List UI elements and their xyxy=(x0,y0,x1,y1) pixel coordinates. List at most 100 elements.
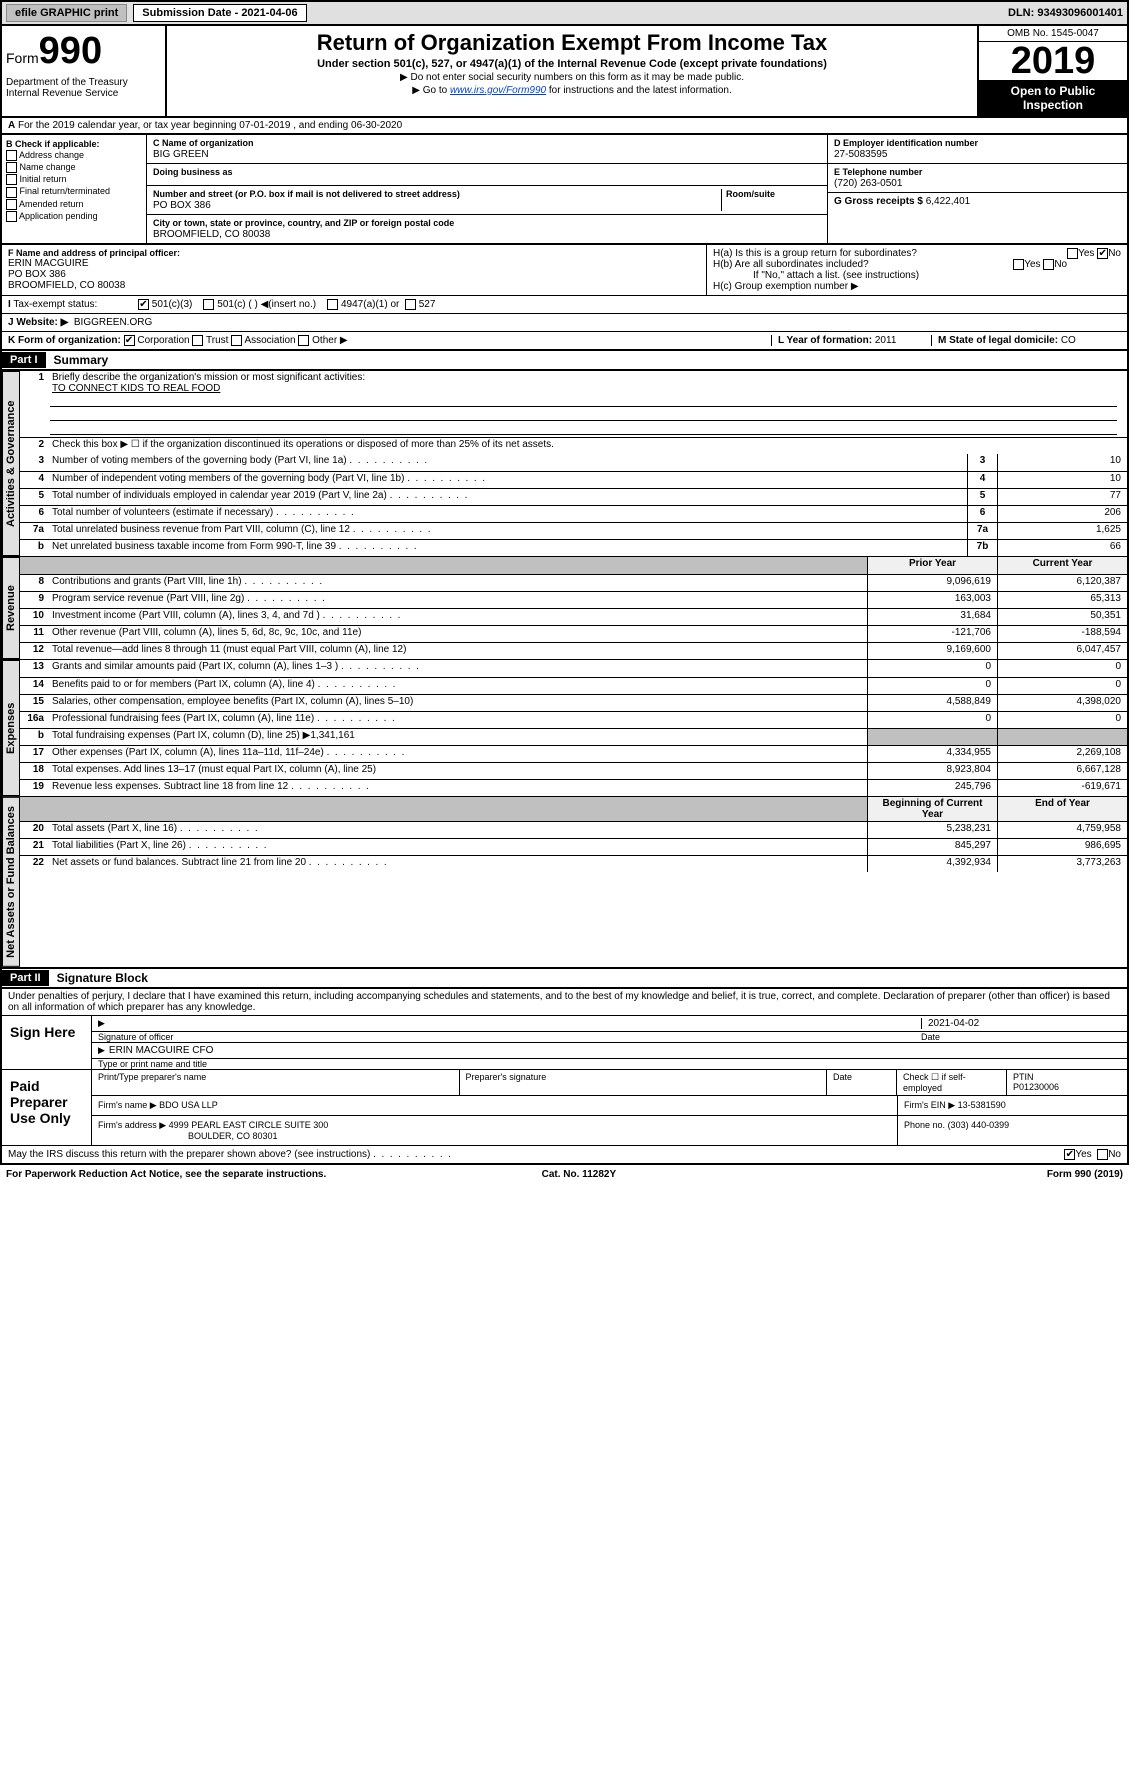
hc-label: H(c) Group exemption number ▶ xyxy=(713,281,1121,292)
l14-text: Benefits paid to or for members (Part IX… xyxy=(48,678,867,694)
chk-4947[interactable] xyxy=(327,299,338,310)
l18-prior: 8,923,804 xyxy=(867,763,997,779)
l4-val: 10 xyxy=(997,472,1127,488)
sig-date-label: Date xyxy=(921,1032,1121,1042)
chk-501c[interactable] xyxy=(203,299,214,310)
l1-label: Briefly describe the organization's miss… xyxy=(52,372,365,383)
l14-prior: 0 xyxy=(867,678,997,694)
chk-assoc[interactable] xyxy=(231,335,242,346)
discuss-yes[interactable] xyxy=(1064,1149,1075,1160)
phone-value: (720) 263-0501 xyxy=(834,178,902,189)
self-emp-label: Check ☐ if self-employed xyxy=(897,1070,1007,1095)
chk-527[interactable] xyxy=(405,299,416,310)
l7b-text: Net unrelated business taxable income fr… xyxy=(48,540,967,556)
part-i-header: Part I Summary xyxy=(0,351,1129,371)
part-ii-title: Signature Block xyxy=(49,969,156,987)
firm-phone-label: Phone no. xyxy=(904,1120,945,1130)
l16a-prior: 0 xyxy=(867,712,997,728)
city-state-zip: BROOMFIELD, CO 80038 xyxy=(153,229,270,240)
l9-text: Program service revenue (Part VIII, line… xyxy=(48,592,867,608)
subtitle-2: ▶ Do not enter social security numbers o… xyxy=(175,72,969,83)
dba-label: Doing business as xyxy=(153,167,233,177)
efile-print-button[interactable]: efile GRAPHIC print xyxy=(6,4,127,22)
l20-beg: 5,238,231 xyxy=(867,822,997,838)
entity-info-block: B Check if applicable: Address change Na… xyxy=(0,134,1129,245)
l10-prior: 31,684 xyxy=(867,609,997,625)
form-footer-label: Form 990 (2019) xyxy=(1047,1169,1123,1180)
l2-text: Check this box ▶ ☐ if the organization d… xyxy=(48,438,1127,454)
form-label: Form xyxy=(6,50,39,66)
street-address: PO BOX 386 xyxy=(153,200,211,211)
net-assets-section: Net Assets or Fund Balances Beginning of… xyxy=(0,797,1129,969)
part-ii-header: Part II Signature Block xyxy=(0,969,1129,989)
l13-text: Grants and similar amounts paid (Part IX… xyxy=(48,660,867,677)
hb-label: H(b) Are all subordinates included? xyxy=(713,259,869,270)
l4-text: Number of independent voting members of … xyxy=(48,472,967,488)
part-ii-badge: Part II xyxy=(2,970,49,986)
hdr-beg: Beginning of Current Year xyxy=(867,797,997,821)
gross-receipts-value: 6,422,401 xyxy=(926,196,971,207)
prep-sig-label: Preparer's signature xyxy=(460,1070,828,1095)
l10-text: Investment income (Part VIII, column (A)… xyxy=(48,609,867,625)
l6-val: 206 xyxy=(997,506,1127,522)
hb-yes[interactable] xyxy=(1013,259,1024,270)
chk-trust[interactable] xyxy=(192,335,203,346)
hb-no[interactable] xyxy=(1043,259,1054,270)
penalties-text: Under penalties of perjury, I declare th… xyxy=(0,989,1129,1016)
gov-section: Activities & Governance 1Briefly describ… xyxy=(0,371,1129,557)
chk-application-pending[interactable] xyxy=(6,211,17,222)
ha-no[interactable] xyxy=(1097,248,1108,259)
subtitle-3-post: for instructions and the latest informat… xyxy=(546,85,732,96)
tax-year: 2019 xyxy=(979,42,1127,80)
l-value: 2011 xyxy=(875,335,897,346)
chk-name-change[interactable] xyxy=(6,162,17,173)
l-label: L Year of formation: xyxy=(778,335,872,346)
m-label: M State of legal domicile: xyxy=(938,335,1058,346)
firm-addr-value: 4999 PEARL EAST CIRCLE SUITE 300 xyxy=(169,1120,329,1130)
type-name-label: Type or print name and title xyxy=(92,1059,1127,1069)
irs-link[interactable]: www.irs.gov/Form990 xyxy=(450,85,546,96)
ha-yes[interactable] xyxy=(1067,248,1078,259)
k-l-m-row: K Form of organization: Corporation Trus… xyxy=(0,332,1129,351)
addr-label: Number and street (or P.O. box if mail i… xyxy=(153,189,460,199)
discuss-no[interactable] xyxy=(1097,1149,1108,1160)
website-value: BIGGREEN.ORG xyxy=(74,317,152,328)
pra-notice: For Paperwork Reduction Act Notice, see … xyxy=(6,1169,326,1180)
e-phone-label: E Telephone number xyxy=(834,167,922,177)
l9-curr: 65,313 xyxy=(997,592,1127,608)
l19-text: Revenue less expenses. Subtract line 18 … xyxy=(48,780,867,796)
firm-ein-value: 13-5381590 xyxy=(958,1100,1006,1110)
hb-note: If "No," attach a list. (see instruction… xyxy=(713,270,1121,281)
subtitle-3-pre: ▶ Go to xyxy=(412,85,450,96)
l10-curr: 50,351 xyxy=(997,609,1127,625)
chk-corp[interactable] xyxy=(124,335,135,346)
l19-prior: 245,796 xyxy=(867,780,997,796)
open-public-badge: Open to Public Inspection xyxy=(979,80,1127,116)
d-ein-label: D Employer identification number xyxy=(834,138,978,148)
part-i-title: Summary xyxy=(46,351,117,369)
chk-501c3[interactable] xyxy=(138,299,149,310)
chk-amended-return[interactable] xyxy=(6,199,17,210)
signature-block: Sign Here 2021-04-02 Signature of office… xyxy=(0,1016,1129,1165)
l13-curr: 0 xyxy=(997,660,1127,677)
form-title: Return of Organization Exempt From Incom… xyxy=(175,30,969,56)
c-name-label: C Name of organization xyxy=(153,138,254,148)
hdr-end: End of Year xyxy=(997,797,1127,821)
f-h-row: F Name and address of principal officer:… xyxy=(0,245,1129,296)
k-label: K Form of organization: xyxy=(8,335,121,346)
j-label: Website: ▶ xyxy=(16,317,68,328)
sig-officer-label: Signature of officer xyxy=(98,1032,921,1042)
chk-initial-return[interactable] xyxy=(6,174,17,185)
ein-value: 27-5083595 xyxy=(834,149,887,160)
chk-address-change[interactable] xyxy=(6,150,17,161)
city-label: City or town, state or province, country… xyxy=(153,218,454,228)
firm-phone-value: (303) 440-0399 xyxy=(948,1120,1010,1130)
hdr-prior: Prior Year xyxy=(867,557,997,574)
prep-date-label: Date xyxy=(827,1070,897,1095)
part-i-badge: Part I xyxy=(2,352,46,368)
chk-other[interactable] xyxy=(298,335,309,346)
l16b-text: Total fundraising expenses (Part IX, col… xyxy=(48,729,867,745)
chk-final-return[interactable] xyxy=(6,187,17,198)
l17-prior: 4,334,955 xyxy=(867,746,997,762)
officer-addr1: PO BOX 386 xyxy=(8,269,700,280)
